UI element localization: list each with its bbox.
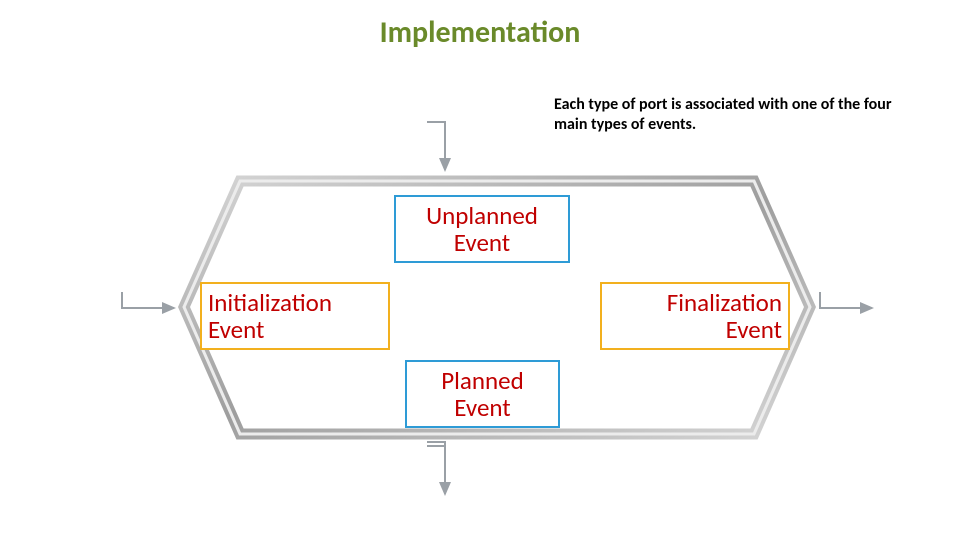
diagram-stage: Implementation Each type of port is asso…	[0, 0, 960, 540]
finalization-event-line1: Finalization	[667, 289, 782, 317]
planned-event-box: Planned Event	[405, 360, 560, 428]
arrow-bottom-path2	[427, 446, 445, 494]
initialization-event-line1: Initialization	[208, 289, 332, 317]
arrow-top-path	[427, 122, 445, 170]
initialization-event-box: Initialization Event	[200, 282, 390, 350]
arrow-top	[0, 0, 960, 540]
arrow-right-path	[820, 292, 872, 308]
finalization-event-line2: Event	[726, 316, 782, 344]
planned-event-line1: Planned	[441, 367, 523, 395]
unplanned-event-line1: Unplanned	[426, 202, 538, 230]
finalization-event-box: Finalization Event	[600, 282, 790, 350]
unplanned-event-line2: Event	[454, 229, 510, 257]
unplanned-event-box: Unplanned Event	[394, 195, 570, 263]
arrow-left-path	[122, 292, 174, 308]
planned-event-line2: Event	[454, 394, 510, 422]
arrow-bottom-path	[427, 442, 445, 492]
initialization-event-line2: Event	[208, 316, 264, 344]
